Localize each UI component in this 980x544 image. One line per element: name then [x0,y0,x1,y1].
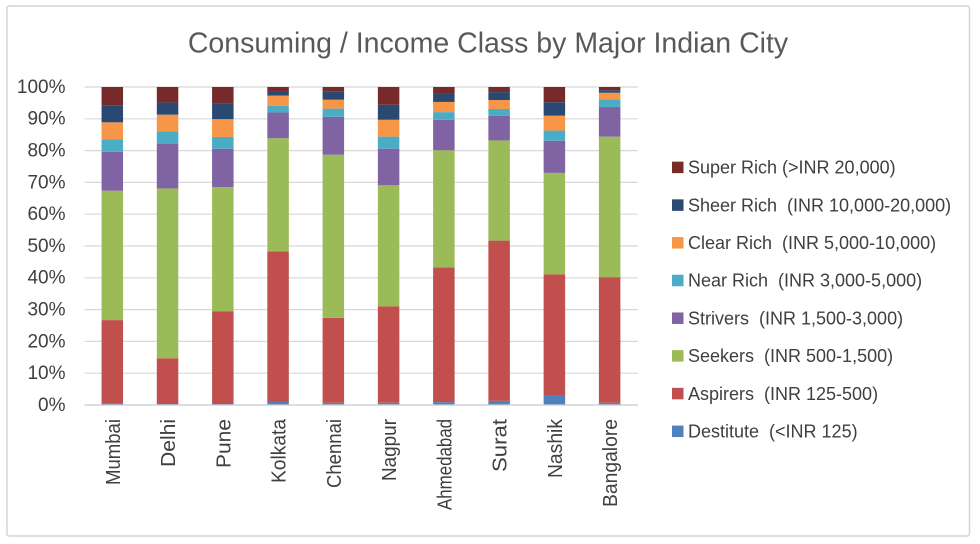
svg-text:90%: 90% [27,109,65,130]
svg-text:30%: 30% [27,300,65,321]
svg-text:Bangalore: Bangalore [599,419,622,507]
svg-text:Chennai: Chennai [323,419,346,488]
svg-text:Aspirers (INR 125-500): Aspirers (INR 125-500) [688,384,878,404]
svg-text:Destitute (<INR 125): Destitute (<INR 125) [688,422,858,442]
svg-text:Consuming / Income Class by Ma: Consuming / Income Class by Major Indian… [188,28,789,60]
svg-text:60%: 60% [27,204,65,225]
svg-text:50%: 50% [27,236,65,257]
svg-text:Mumbai: Mumbai [102,419,125,485]
svg-text:Nashik: Nashik [544,418,567,478]
svg-text:Clear Rich (INR 5,000-10,000): Clear Rich (INR 5,000-10,000) [688,233,936,253]
svg-text:80%: 80% [27,141,65,162]
svg-text:10%: 10% [27,363,65,384]
svg-text:Surat: Surat [489,419,512,472]
svg-text:Sheer Rich (INR 10,000-20,000: Sheer Rich (INR 10,000-20,000) [688,195,951,215]
svg-text:Nagpur: Nagpur [378,419,401,481]
svg-text:Super Rich (>INR 20,000): Super Rich (>INR 20,000) [688,158,896,178]
svg-text:Delhi: Delhi [157,419,180,467]
svg-text:Seekers (INR 500-1,500): Seekers (INR 500-1,500) [688,346,893,366]
svg-text:100%: 100% [17,77,66,98]
svg-text:20%: 20% [27,331,65,352]
svg-text:0%: 0% [38,395,66,416]
svg-text:Pune: Pune [212,419,235,468]
svg-text:Kolkata: Kolkata [268,418,291,483]
svg-text:40%: 40% [27,268,65,289]
svg-text:Near Rich (INR 3,000-5,000): Near Rich (INR 3,000-5,000) [688,271,922,291]
svg-text:70%: 70% [27,172,65,193]
svg-text:Strivers (INR 1,500-3,000): Strivers (INR 1,500-3,000) [688,308,903,328]
svg-text:Ahmedabad: Ahmedabad [433,419,456,510]
